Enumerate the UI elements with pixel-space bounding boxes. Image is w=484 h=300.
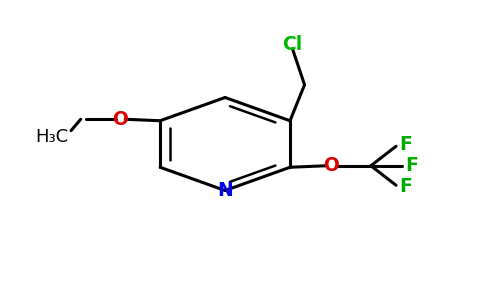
Text: O: O — [112, 110, 128, 129]
Text: Cl: Cl — [282, 35, 302, 54]
Text: H₃C: H₃C — [35, 128, 68, 146]
Text: F: F — [399, 135, 412, 154]
Text: F: F — [406, 156, 419, 175]
Text: N: N — [217, 181, 233, 200]
Text: F: F — [399, 177, 412, 196]
Text: O: O — [323, 156, 339, 175]
